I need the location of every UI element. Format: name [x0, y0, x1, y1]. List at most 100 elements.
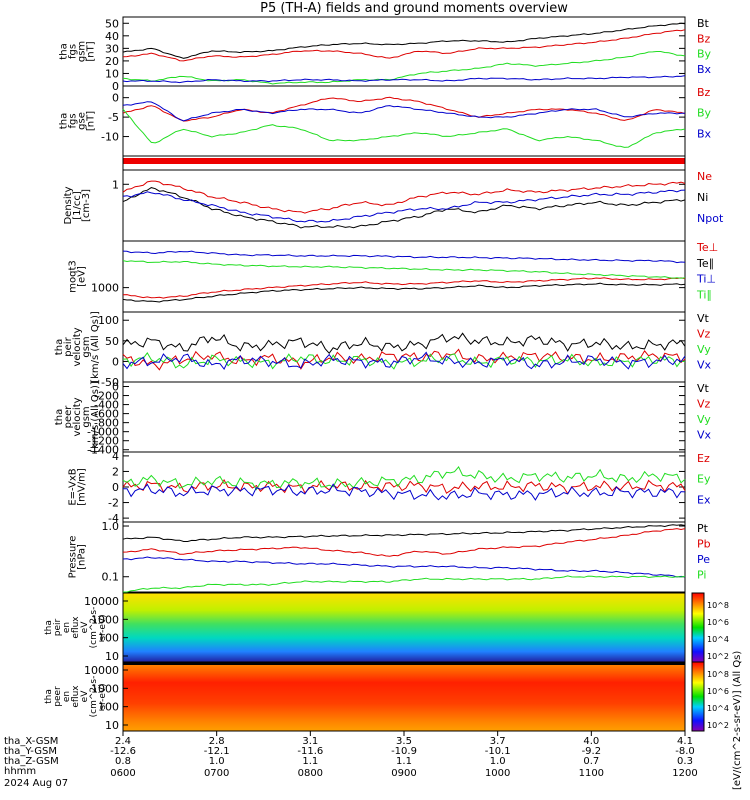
y-tick-label: 10 [105, 719, 119, 732]
time-tick-label: 0800 [298, 768, 323, 779]
panel-pressure: 1.0 0.1 Pressure[nPa] Pt Pb Pe Pi [68, 520, 711, 593]
series-line-efield-2 [123, 483, 686, 501]
y-tick-label: -1000 [87, 426, 119, 439]
legend-entry: Vz [697, 398, 711, 411]
date-label: 2024 Aug 07 [4, 778, 68, 789]
ylabel-line: tha [44, 620, 54, 635]
panel-ylabel: E=-VxB[mV/m] [68, 468, 88, 506]
y-tick-label: 100 [98, 314, 119, 327]
legend-entry: Bx [697, 127, 712, 140]
y-tick-label: 1.0 [102, 520, 120, 533]
panel-frame [122, 381, 686, 453]
time-tick-label: 1000 [485, 768, 510, 779]
y-tick-label: 100 [98, 632, 119, 645]
y-tick-label: 40 [105, 30, 119, 43]
ylabel-line: moqt3 [68, 260, 79, 293]
spectrogram-peir [122, 592, 686, 663]
ylabel-line: peer [63, 405, 74, 429]
y-tick-label: 0 [112, 80, 119, 93]
time-row-value: 0.7 [583, 756, 599, 767]
legend-entry: By [697, 107, 712, 120]
ylabel-line: [mV/m] [77, 468, 88, 506]
legend-entry: Te∥ [696, 257, 714, 270]
spectrogram-peer-image [123, 662, 685, 731]
ylabel-line: eV [80, 690, 90, 703]
y-tick-label: 0 [112, 381, 119, 394]
y-tick-label: 100 [98, 701, 119, 714]
y-tick-label: 0.1 [102, 571, 120, 584]
series-line-peir_vel-3 [122, 351, 686, 370]
colorbar-tick-label: 10^4 [707, 635, 729, 644]
panel-frame [122, 85, 686, 157]
time-tick-label: 0700 [204, 768, 229, 779]
legend-entry: Pt [697, 522, 709, 535]
legend-entry: By [697, 48, 712, 61]
time-row-value: 2.4 [115, 736, 131, 747]
ylabel-line: fgs [68, 113, 79, 128]
ylabel-line: tha [44, 689, 54, 704]
legend-entry: Vt [697, 312, 710, 325]
y-tick-label: 10 [105, 650, 119, 663]
legend-entry: Bz [697, 32, 711, 45]
colorbar-label: [eV/(cm^2-s-sr-eV)] (All Qs) [732, 651, 743, 790]
time-tick-label: 0600 [110, 768, 135, 779]
colorbar-peir [691, 592, 705, 663]
y-tick-label: -1400 [87, 444, 119, 457]
series-line-fgs_gse-1 [122, 108, 686, 148]
ylabel-line: [nPa] [77, 544, 88, 570]
y-tick-label: 20 [105, 55, 119, 68]
y-tick-label: -50 [101, 376, 119, 389]
legend-entry: Vt [697, 382, 710, 395]
time-row-value: 4.1 [677, 736, 693, 747]
panel-frame [122, 521, 686, 593]
legend-entry: Ez [697, 452, 710, 465]
ylabel-line: eflux [71, 616, 81, 639]
time-tick-label: 1100 [579, 768, 604, 779]
spectrogram-axis-peir_en_eflux: 10000 1000 100 10 tha peir en eflux eV (cm^2-s-sr… [44, 595, 729, 663]
legend-entry: Ex [697, 493, 711, 506]
time-row-value: -12.6 [110, 746, 136, 757]
spectrogram-axis-peer_en_eflux: 10000 1000 100 10 tha peer en eflux eV (cm^2-s-sr… [44, 664, 729, 732]
series-line-peir_vel-1 [122, 348, 686, 371]
ylabel-line: Density [63, 186, 74, 224]
ylabel-line: gsm [77, 41, 88, 62]
y-tick-label: 2 [112, 465, 119, 478]
ylabel-line: en [62, 691, 72, 702]
time-row-value: 1.1 [302, 756, 318, 767]
y-tick-label: 4 [112, 450, 119, 463]
y-tick-label: 1000 [91, 682, 119, 695]
ylabel-line: [1/cc] [72, 191, 83, 220]
y-tick-label: 10 [105, 67, 119, 80]
legend-entry: Vx [697, 429, 712, 442]
series-line-fgs_gse-2 [122, 101, 685, 122]
ylabel-line: [nT] [86, 111, 97, 131]
legend-entry: Ey [697, 473, 711, 486]
legend-entry: Bt [697, 17, 710, 30]
series-line-pressure-2 [122, 556, 686, 578]
time-row-value: -11.6 [297, 746, 323, 757]
legend-entry: Bz [697, 86, 711, 99]
ylabel-line: [km/s (All Qs)] [90, 311, 101, 383]
legend-entry: Te⊥ [696, 241, 718, 254]
time-row-value: 1.0 [209, 756, 225, 767]
series-line-pressure-3 [123, 575, 686, 593]
time-row-value: 4.0 [583, 736, 599, 747]
time-row-value: 2.8 [209, 736, 225, 747]
series-line-fgs_gsm-1 [122, 29, 686, 62]
panel-ylabel: Pressure[nPa] [68, 536, 88, 579]
y-tick-label: 0 [112, 92, 119, 105]
series-line-temp-3 [122, 260, 686, 279]
ylabel-line: (cm^2-s- [89, 607, 99, 649]
series-line-density-1 [122, 187, 686, 229]
time-row-value: 1.1 [396, 756, 412, 767]
series-line-peir_vel-2 [122, 351, 686, 370]
time-row-value: 3.1 [302, 736, 318, 747]
panel-frame [122, 311, 686, 383]
colorbar-tick-label: 10^8 [707, 670, 729, 679]
y-tick-label: 1000 [91, 613, 119, 626]
